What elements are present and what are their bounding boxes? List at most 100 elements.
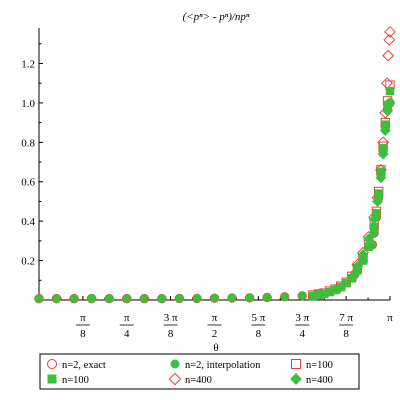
data-point	[210, 294, 219, 303]
data-point	[381, 120, 390, 129]
x-tick-numerator: π	[124, 312, 130, 324]
series-0	[34, 98, 395, 304]
data-point	[140, 294, 149, 303]
data-point	[280, 292, 289, 302]
data-point	[192, 294, 202, 303]
x-tick-numerator: 3 π	[164, 312, 178, 324]
data-point	[298, 291, 307, 301]
data-point	[369, 222, 379, 232]
x-tick-numerator: π	[80, 312, 86, 324]
x-tick-denominator: 4	[124, 328, 130, 340]
legend-marker	[290, 373, 302, 385]
legend-label: n=400	[185, 375, 212, 386]
data-point	[157, 294, 167, 303]
data-point	[87, 294, 96, 303]
data-point	[382, 49, 395, 62]
data-point	[245, 293, 254, 303]
data-point	[69, 294, 79, 303]
data-point	[385, 86, 395, 96]
data-point	[379, 125, 391, 136]
legend-item: n=400	[168, 372, 212, 386]
legend-item: n=2, interpolation	[170, 359, 261, 371]
data-point	[262, 293, 272, 302]
legend-item: n=2, exact	[47, 359, 106, 371]
legend-marker	[47, 359, 57, 369]
y-tick-label: 1.2	[21, 58, 35, 70]
data-point	[336, 282, 345, 292]
x-tick-denominator: 2	[212, 328, 218, 340]
series-1	[34, 98, 395, 303]
x-tick-label: π	[387, 312, 393, 324]
legend: n=2, exact n=2, interpolation n=100 n=100 n=…	[39, 353, 360, 390]
data-point	[319, 289, 329, 299]
y-tick-label: 1.0	[21, 98, 35, 110]
legend-label: n=2, exact	[62, 360, 106, 371]
legend-item: n=100	[47, 374, 89, 386]
data-point	[351, 261, 363, 272]
y-ticks: 0.2 0.4 0.6 0.8 1.0 1.2	[21, 43, 43, 281]
data-point	[314, 290, 323, 300]
data-point	[375, 172, 387, 184]
x-tick-denominator: 8	[80, 328, 86, 340]
data-point	[374, 189, 383, 198]
x-tick-label: 5 π8	[251, 312, 266, 340]
x-tick-numerator: 5 π	[251, 312, 265, 324]
data-point	[325, 287, 334, 297]
legend-marker	[168, 372, 182, 386]
series-layer	[34, 25, 396, 304]
legend-label: n=100	[62, 375, 89, 386]
x-tick-denominator: 4	[300, 328, 306, 340]
data-point	[384, 97, 396, 109]
x-tick-label: 3 π4	[295, 312, 310, 340]
data-point	[227, 293, 237, 303]
y-tick-label: 0.4	[21, 216, 35, 228]
data-point	[122, 294, 131, 303]
data-point	[104, 294, 114, 303]
x-tick-label: π8	[75, 312, 90, 340]
x-tick-denominator: 8	[343, 328, 349, 340]
x-tick-numerator: π	[212, 312, 218, 324]
data-point	[308, 291, 317, 301]
x-axis-label: θ	[213, 342, 218, 354]
legend-marker	[47, 374, 57, 384]
legend-item: n=100	[291, 359, 333, 371]
data-point	[357, 249, 369, 261]
data-point	[381, 77, 393, 90]
data-point	[364, 242, 373, 251]
data-point	[52, 294, 61, 303]
x-tick-denominator: 8	[168, 328, 174, 340]
legend-marker	[170, 359, 180, 369]
legend-item: n=400	[290, 373, 333, 386]
legend-label: n=100	[306, 360, 333, 371]
data-point	[376, 167, 386, 177]
legend-label: n=2, interpolation	[185, 360, 261, 371]
data-point	[363, 233, 375, 245]
data-point	[372, 195, 383, 207]
series-5	[351, 97, 396, 272]
data-point	[175, 294, 184, 303]
data-point	[372, 209, 381, 218]
data-point	[358, 256, 368, 265]
data-point	[377, 148, 389, 160]
x-tick-label: 7 π8	[339, 312, 353, 340]
data-point	[34, 294, 44, 303]
chart-title: (<pⁿ> - pⁿ)/npⁿ	[183, 11, 250, 23]
legend-label: n=400	[306, 375, 333, 386]
x-tick-denominator: 8	[256, 328, 262, 340]
x-tick-label: 3 π8	[163, 312, 178, 340]
y-tick-label: 0.8	[21, 137, 35, 149]
legend-box	[39, 353, 360, 390]
data-point	[342, 279, 351, 288]
data-point	[384, 25, 396, 38]
data-point	[378, 144, 388, 153]
x-tick-numerator: 7 π	[339, 312, 353, 324]
y-tick-label: 0.6	[21, 177, 35, 189]
data-point	[383, 33, 396, 46]
axes	[38, 28, 390, 301]
x-tick-label: π4	[119, 312, 134, 340]
x-tick-numerator: 3 π	[295, 312, 309, 324]
data-point	[368, 213, 380, 225]
y-tick-label: 0.2	[21, 256, 35, 268]
